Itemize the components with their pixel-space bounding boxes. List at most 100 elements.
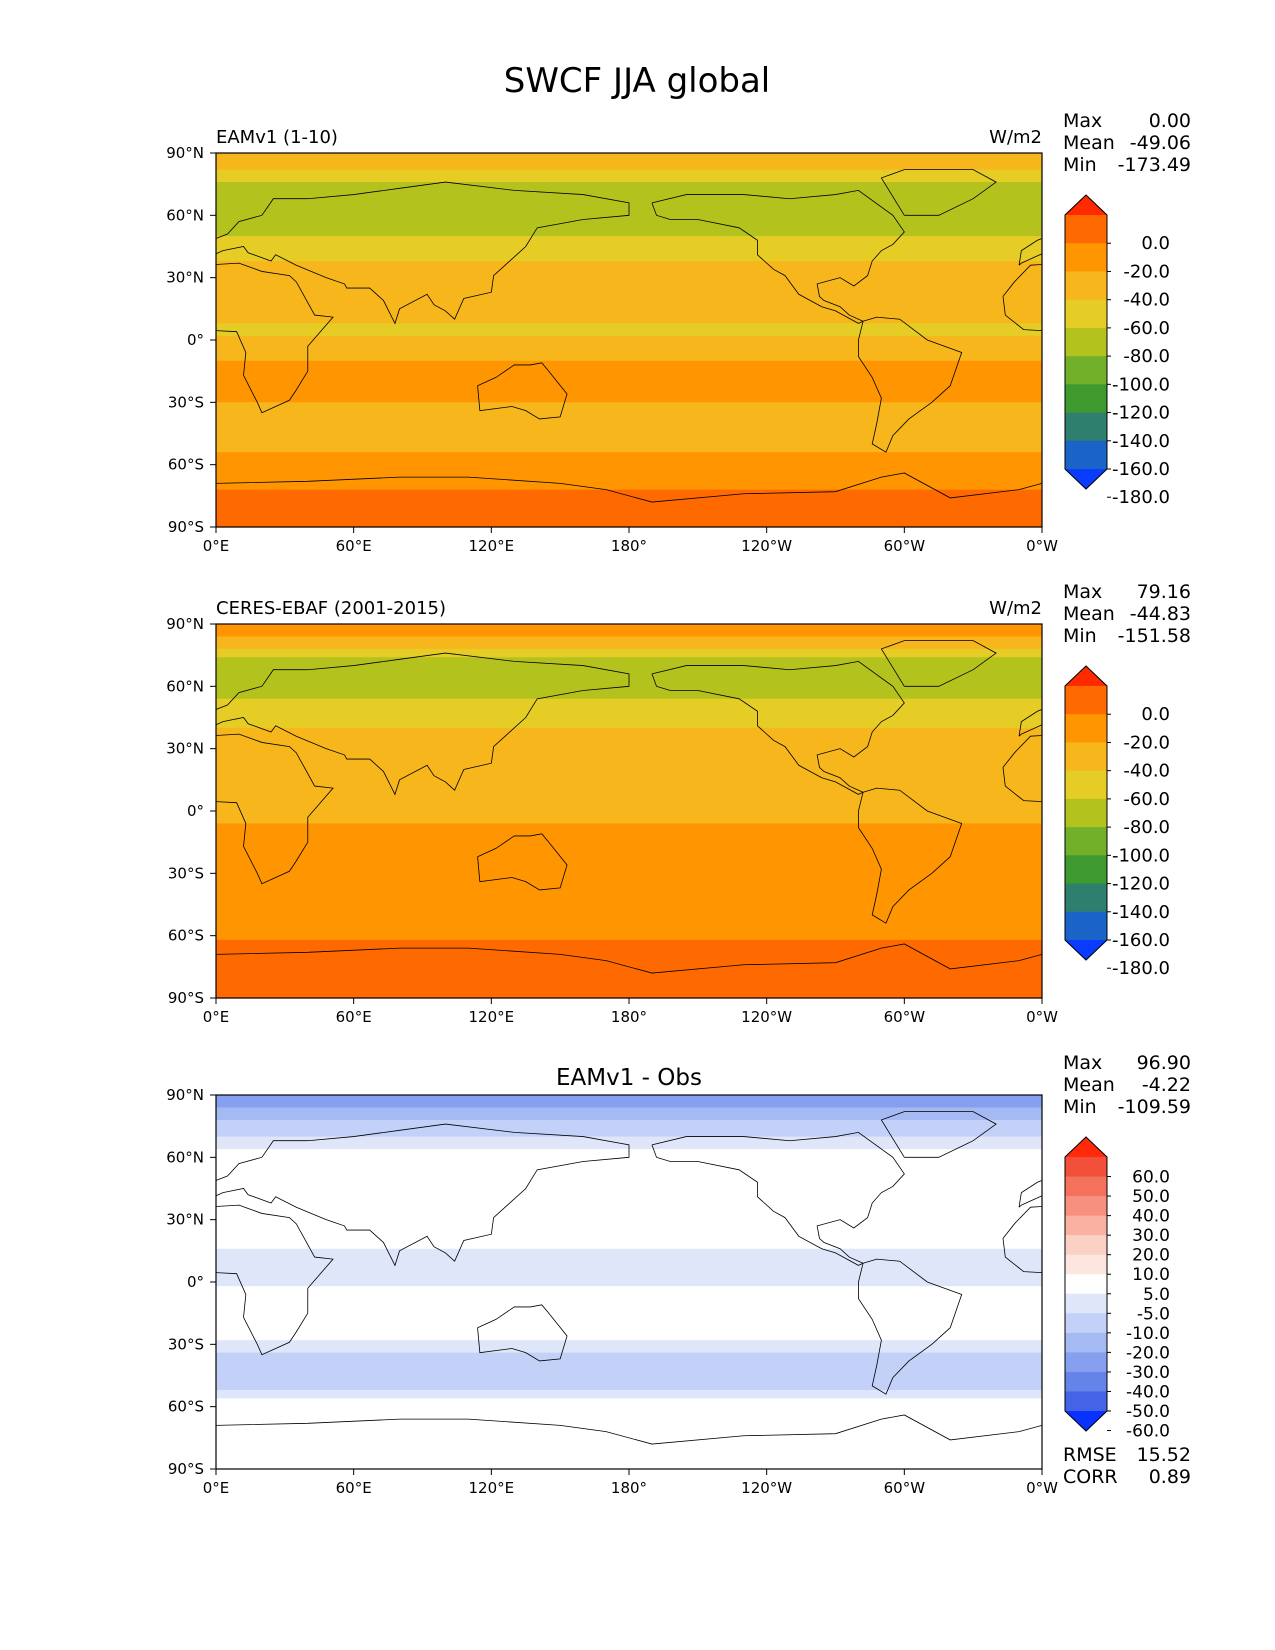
colorbar-label: -80.0 — [1123, 817, 1170, 838]
stat-label: Mean — [1063, 132, 1115, 154]
colorbar-swatch — [1065, 384, 1107, 414]
heatmap-band — [216, 773, 1042, 779]
heatmap-band — [216, 1369, 1042, 1375]
x-tick-label: 60°W — [884, 1008, 926, 1026]
colorbar-label: -140.0 — [1112, 902, 1170, 923]
heatmap-band — [216, 1273, 1042, 1279]
heatmap-band — [216, 628, 1042, 633]
heatmap-band — [216, 632, 1042, 638]
coastline — [880, 169, 997, 216]
colorbar-label: -180.0 — [1112, 958, 1170, 979]
heatmap-band — [216, 481, 1042, 487]
heatmap-band — [216, 1182, 1042, 1188]
heatmap-band — [216, 1398, 1042, 1404]
coastline — [858, 1258, 963, 1395]
heatmap-band — [216, 653, 1042, 658]
heatmap-band — [216, 740, 1042, 746]
heatmap-band — [216, 510, 1042, 516]
y-tick-label: 90°N — [166, 1086, 204, 1104]
y-tick-label: 60°N — [166, 206, 204, 224]
heatmap-band — [216, 819, 1042, 825]
chart-panel-3: 0°E 60°E 120°E 180° 120°W 60°W 0°W 90°N 60°N 30°N… — [166, 1052, 1191, 1497]
colorbar-label: -30.0 — [1126, 1363, 1170, 1383]
heatmap-band — [216, 1410, 1042, 1416]
heatmap-band — [216, 240, 1042, 246]
metric-value: 0.89 — [1149, 1466, 1191, 1488]
heatmap-band — [216, 1373, 1042, 1379]
colorbar-label: -60.0 — [1126, 1422, 1170, 1442]
heatmap-band — [216, 1219, 1042, 1225]
stat-value: -44.83 — [1130, 603, 1191, 625]
colorbar-label: 30.0 — [1132, 1226, 1170, 1246]
heatmap-band — [216, 889, 1042, 895]
heatmap-band — [216, 231, 1042, 237]
stat-value: 96.90 — [1137, 1052, 1191, 1074]
coastline — [216, 262, 334, 414]
heatmap-band — [216, 1190, 1042, 1196]
coastline — [477, 833, 568, 891]
metric-value: 15.52 — [1137, 1444, 1191, 1466]
heatmap-band — [216, 669, 1042, 675]
x-tick-label: 180° — [611, 537, 647, 555]
heatmap-band — [216, 1115, 1042, 1121]
heatmap-band — [216, 252, 1042, 258]
heatmap-band — [216, 1427, 1042, 1433]
heatmap-band — [216, 1290, 1042, 1296]
colorbar-swatch — [1065, 855, 1107, 885]
heatmap-band — [216, 236, 1042, 241]
colorbar-label: -100.0 — [1112, 374, 1170, 395]
colorbar-swatch — [1065, 1332, 1107, 1353]
heatmap-band — [216, 190, 1042, 196]
heatmap-band — [216, 840, 1042, 845]
heatmap-band — [216, 294, 1042, 300]
heatmap-band — [216, 256, 1042, 262]
x-tick-label: 60°W — [884, 537, 926, 555]
heatmap-band — [216, 1460, 1042, 1466]
heatmap-band — [216, 1107, 1042, 1113]
heatmap-band — [216, 1306, 1042, 1312]
x-tick-label: 0°W — [1026, 537, 1058, 555]
heatmap-band — [216, 452, 1042, 457]
heatmap-band — [216, 931, 1042, 937]
heatmap-band — [216, 502, 1042, 507]
y-tick-label: 30°S — [168, 864, 204, 882]
heatmap-band — [216, 1252, 1042, 1258]
heatmap-band — [216, 427, 1042, 433]
heatmap-band — [216, 948, 1042, 953]
colorbar: 0.0 -20.0 -40.0 -60.0 -80.0 -100.0 -120.0 -140.… — [1064, 665, 1170, 979]
panel-title: CERES-EBAF (2001-2015) — [216, 598, 446, 619]
heatmap-band — [216, 1248, 1042, 1254]
heatmap-band — [216, 423, 1042, 428]
colorbar-swatch — [1065, 883, 1107, 913]
heatmap-band — [216, 1244, 1042, 1250]
heatmap-band — [216, 1348, 1042, 1354]
heatmap-band — [216, 1452, 1042, 1458]
heatmap-band — [216, 1327, 1042, 1333]
stat-label: Min — [1063, 625, 1097, 647]
y-tick-label: 30°S — [168, 393, 204, 411]
heatmap-band — [216, 1240, 1042, 1246]
colorbar-label: -40.0 — [1123, 290, 1170, 311]
heatmap-band — [216, 331, 1042, 337]
heatmap-band — [216, 198, 1042, 204]
heatmap-band — [216, 914, 1042, 920]
heatmap-band — [216, 298, 1042, 304]
colorbar-label: 60.0 — [1132, 1168, 1170, 1188]
heatmap-band — [216, 385, 1042, 391]
panel-title: EAMv1 (1-10) — [216, 127, 338, 148]
colorbar-swatch — [1065, 412, 1107, 442]
y-tick-label: 90°S — [168, 1460, 204, 1478]
stat-value: -4.22 — [1142, 1074, 1191, 1096]
colorbar-swatch — [1065, 770, 1107, 800]
colorbar-label: -50.0 — [1126, 1402, 1170, 1422]
heatmap-band — [216, 786, 1042, 791]
heatmap-band — [216, 952, 1042, 958]
coastlines — [216, 169, 1042, 503]
colorbar-swatch — [1065, 440, 1107, 470]
heatmap-band — [216, 153, 1042, 158]
heatmap-band — [216, 1419, 1042, 1424]
heatmap-band — [216, 1444, 1042, 1449]
heatmap-band — [216, 1423, 1042, 1429]
heatmap-band — [216, 777, 1042, 783]
colorbar-label: -100.0 — [1112, 845, 1170, 866]
